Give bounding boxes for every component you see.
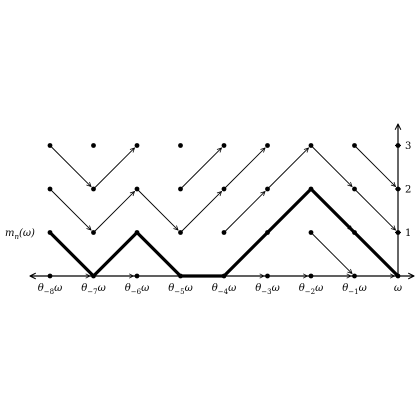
x-tick-label: θ−1ω xyxy=(342,283,367,296)
lattice-dot xyxy=(178,230,183,235)
lattice-arrow xyxy=(223,191,265,233)
lattice-arrow xyxy=(93,148,135,190)
lattice-arrow xyxy=(49,188,91,230)
lattice-dot xyxy=(91,273,96,279)
lattice-dot xyxy=(221,143,227,148)
lattice-arrow xyxy=(354,188,396,230)
lattice-dot xyxy=(134,143,140,148)
x-tick-label: θ−3ω xyxy=(255,283,280,296)
lattice-dot xyxy=(47,273,53,279)
lattice-dot xyxy=(395,143,401,148)
arrow-layer xyxy=(49,145,396,277)
lattice-arrow xyxy=(93,191,135,233)
lattice-arrow xyxy=(310,232,352,274)
lattice-dot xyxy=(265,230,270,235)
x-tick-label: ω xyxy=(394,283,402,294)
lattice-dot xyxy=(265,143,270,148)
lattice-dot xyxy=(91,230,96,235)
lattice-dot xyxy=(134,273,140,279)
lattice-dot xyxy=(221,186,227,192)
lattice-dot xyxy=(134,186,140,192)
y-tick-label: 1 xyxy=(405,228,411,239)
label-layer: θ−8ω θ−7ω θ−6ω θ−5ω θ−4ω θ−3ω θ−2ω θ−1ω ω 1 2 3 mn(ω… xyxy=(5,141,411,296)
lattice-dot xyxy=(265,186,270,192)
lattice-dot xyxy=(134,230,140,235)
lattice-arrow xyxy=(180,191,222,233)
lattice-dot xyxy=(91,186,96,192)
lattice-dot xyxy=(352,273,357,279)
lattice-dot xyxy=(178,273,183,279)
lattice-dot xyxy=(178,186,183,192)
y-tick-label: 2 xyxy=(405,185,411,196)
lattice-dot xyxy=(352,230,357,235)
lattice-dot xyxy=(352,186,357,192)
lattice-dot xyxy=(265,273,270,279)
lattice-dot xyxy=(308,273,314,279)
curve-label: mn(ω) xyxy=(5,228,35,241)
lattice-dot xyxy=(221,230,227,235)
lattice-dot xyxy=(308,230,314,235)
lattice-arrow xyxy=(223,148,265,190)
y-tick-label: 3 xyxy=(405,141,411,152)
x-tick-label: θ−7ω xyxy=(81,283,106,296)
x-tick-label: θ−6ω xyxy=(125,283,150,296)
x-tick-label: θ−2ω xyxy=(299,283,324,296)
lattice-arrow xyxy=(49,145,91,187)
lattice-arrow xyxy=(136,188,178,230)
lattice-dot xyxy=(221,273,227,279)
x-tick-label: θ−4ω xyxy=(212,283,237,296)
lattice-arrow xyxy=(267,148,309,190)
x-tick-label: θ−8ω xyxy=(38,283,63,296)
lattice-dot xyxy=(395,230,401,235)
lattice-dot xyxy=(308,186,314,192)
lattice-arrow xyxy=(180,148,222,190)
lattice-dot xyxy=(352,143,357,148)
lattice-dot xyxy=(178,143,183,148)
lattice-dot xyxy=(395,186,401,192)
lattice-dot xyxy=(47,230,53,235)
lattice-arrow xyxy=(310,145,352,187)
lattice-dot xyxy=(91,143,96,148)
x-tick-label: θ−5ω xyxy=(168,283,193,296)
lattice-arrow xyxy=(354,145,396,187)
lattice-dot xyxy=(47,143,53,148)
lattice-dot xyxy=(308,143,314,148)
dot-layer xyxy=(47,143,401,279)
lattice-dot xyxy=(395,273,401,279)
lattice-dot xyxy=(47,186,53,192)
